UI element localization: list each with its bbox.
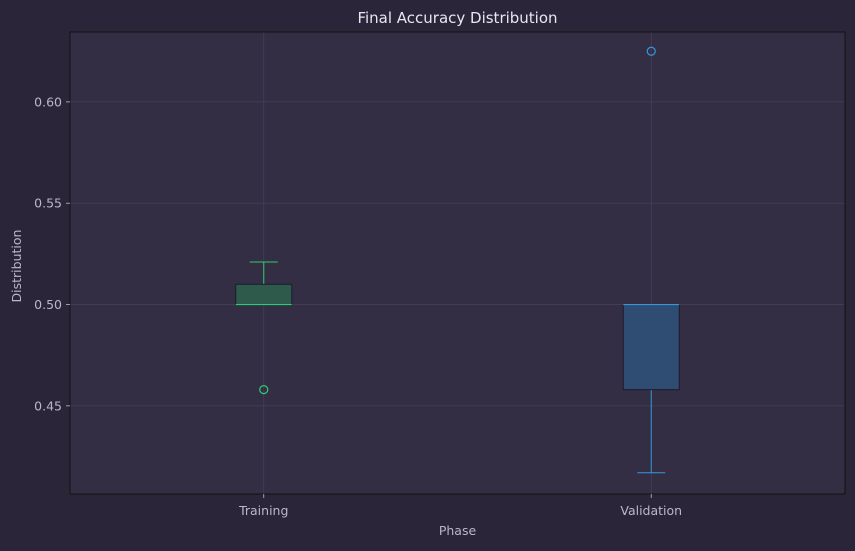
- y-axis-label: Distribution: [9, 230, 24, 303]
- x-axis-label: Phase: [439, 523, 477, 538]
- chart-title: Final Accuracy Distribution: [357, 9, 557, 27]
- box-training: [235, 261, 293, 395]
- outlier-point: [259, 385, 269, 395]
- x-tick-label: Validation: [620, 503, 682, 518]
- plot-frame: [69, 31, 846, 495]
- outlier-point: [646, 46, 656, 56]
- box-body: [622, 304, 680, 391]
- box-validation: [622, 46, 680, 474]
- plot-area: [70, 32, 845, 494]
- y-tick-label: 0.60: [34, 94, 62, 109]
- tick-labels: 0.45 0.50 0.55 0.60 Training Validation: [34, 94, 682, 518]
- box-body: [235, 283, 293, 306]
- y-tick-label: 0.50: [34, 297, 62, 312]
- boxes: [235, 46, 680, 474]
- y-tick-label: 0.45: [34, 398, 62, 413]
- x-tick-label: Training: [238, 503, 288, 518]
- y-tick-label: 0.55: [34, 196, 62, 211]
